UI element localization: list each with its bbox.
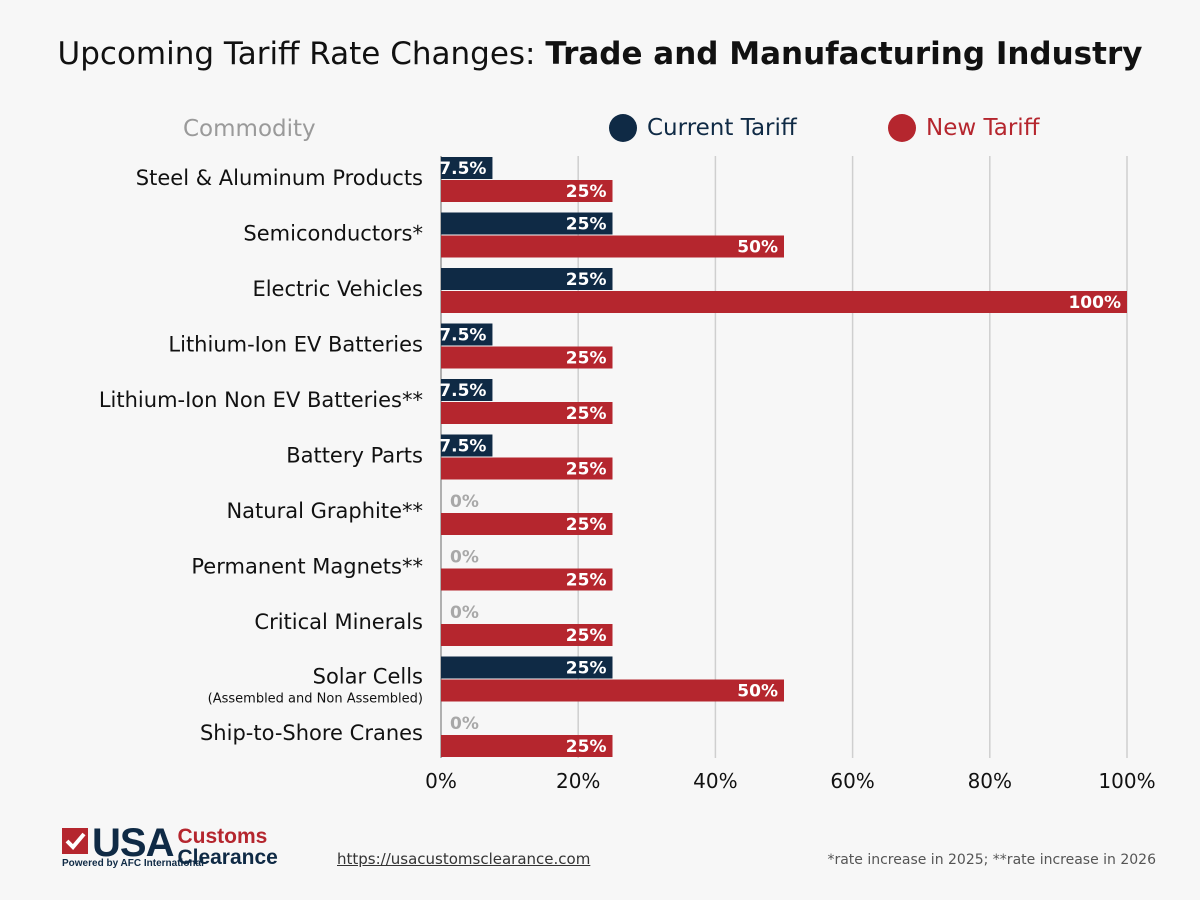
bar-new-tariff [441,235,784,258]
data-label-new: 25% [566,460,607,480]
bar-new-tariff [441,679,784,702]
bar-new-tariff [441,457,613,480]
data-label-new: 50% [737,682,778,702]
logo-clearance-text: Clearance [177,846,278,869]
data-label-new: 25% [566,626,607,646]
data-label-current: 0% [450,548,479,568]
website-link[interactable]: https://usacustomsclearance.com [337,850,591,868]
x-tick-label: 40% [693,769,737,793]
chart-title: Upcoming Tariff Rate Changes: Trade and … [0,36,1200,72]
bar-new-tariff [441,180,613,202]
data-label-current: 0% [450,714,479,734]
category-label: Solar Cells [313,665,423,689]
data-label-current: 25% [566,659,607,679]
bar-new-tariff [441,402,613,424]
legend-new-tariff: New Tariff [888,114,1040,142]
bar-current-tariff [441,656,613,679]
legend-current-label: Current Tariff [647,115,797,141]
data-label-new: 25% [566,349,607,369]
bar-current-tariff [441,434,493,457]
data-label-new: 100% [1068,293,1121,313]
legend-current-tariff: Current Tariff [609,114,797,142]
legend-current-swatch [609,114,637,142]
data-label-current: 7.5% [439,437,486,457]
logo-powered-by: Powered by AFC International [62,858,204,869]
data-label-new: 25% [566,737,607,757]
data-label-new: 25% [566,404,607,424]
x-tick-label: 20% [556,769,600,793]
data-label-new: 25% [566,571,607,591]
category-label: Electric Vehicles [252,277,423,301]
data-label-current: 7.5% [439,381,486,401]
x-tick-label: 80% [968,769,1012,793]
logo-customs-text: Customs [177,825,268,848]
chart-title-bold: Trade and Manufacturing Industry [545,36,1143,72]
data-label-new: 50% [737,238,778,258]
bar-current-tariff [441,323,493,346]
bar-new-tariff [441,513,613,535]
data-label-current: 0% [450,492,479,512]
bar-new-tariff [441,291,1127,313]
commodity-axis-header: Commodity [183,116,316,142]
data-label-new: 25% [566,182,607,202]
category-sublabel: (Assembled and Non Assembled) [208,692,423,707]
x-tick-label: 100% [1098,769,1155,793]
category-label: Lithium-Ion EV Batteries [168,333,423,357]
checkmark-icon [62,828,88,854]
x-tick-label: 0% [425,769,457,793]
logo-usa-text: USA [92,821,174,865]
bar-current-tariff [441,212,613,235]
category-label: Permanent Magnets** [191,555,423,579]
bar-new-tariff [441,346,613,369]
bar-current-tariff [441,268,613,290]
legend-new-swatch [888,114,916,142]
x-tick-label: 60% [830,769,874,793]
category-label: Battery Parts [286,444,423,468]
category-label: Lithium-Ion Non EV Batteries** [99,388,423,412]
company-logo: USA Customs Clearance Powered by AFC Int… [62,821,278,869]
legend-new-label: New Tariff [926,115,1040,141]
bar-new-tariff [441,735,613,757]
category-label: Ship-to-Shore Cranes [200,721,423,745]
category-label: Natural Graphite** [226,499,423,523]
chart-title-regular: Upcoming Tariff Rate Changes: [57,36,546,72]
data-label-current: 25% [566,270,607,290]
data-label-current: 25% [566,215,607,235]
data-label-current: 7.5% [439,326,486,346]
category-label: Steel & Aluminum Products [136,166,423,190]
data-label-new: 25% [566,515,607,535]
data-label-current: 0% [450,603,479,623]
bar-new-tariff [441,568,613,591]
category-label: Critical Minerals [254,610,423,634]
bar-chart: 0% 20% 40% 60% 80% 100% Steel & Aluminum Produ… [99,156,1156,793]
bar-new-tariff [441,624,613,646]
category-label: Semiconductors* [243,222,423,246]
bar-current-tariff [441,379,493,401]
data-label-current: 7.5% [439,159,486,179]
bar-current-tariff [441,157,493,179]
footnote: *rate increase in 2025; **rate increase … [827,852,1156,868]
